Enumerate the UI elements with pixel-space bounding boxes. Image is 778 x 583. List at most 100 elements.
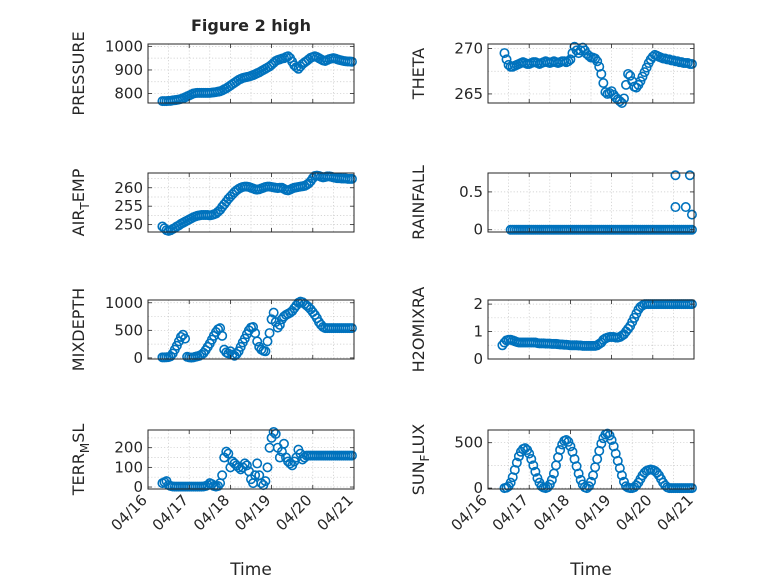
chart-title: Figure 2 high [191, 16, 311, 35]
x-tick-label: 04/19 [231, 491, 274, 534]
axes-box [487, 429, 695, 490]
y-tick-label: 1000 [105, 294, 143, 312]
y-tick-label: 0 [133, 478, 143, 496]
data-point [530, 466, 541, 477]
data-point [680, 202, 691, 213]
data-point [252, 336, 263, 347]
series-sun-flux [499, 428, 697, 494]
data-point [670, 170, 681, 181]
data-point [546, 474, 557, 485]
data-point [670, 202, 681, 213]
series-air-temp [157, 170, 357, 236]
data-point [223, 448, 234, 459]
data-point [616, 470, 627, 481]
data-point [641, 62, 652, 73]
x-tick-label: 04/20 [612, 491, 655, 534]
data-point [346, 56, 357, 67]
axes-box [147, 299, 355, 360]
data-point [686, 224, 697, 235]
data-point [248, 322, 259, 333]
axes-box [147, 43, 355, 104]
axes-box [487, 43, 695, 104]
data-point [217, 470, 228, 481]
data-point [511, 457, 522, 468]
data-point [260, 346, 271, 357]
data-point [686, 58, 697, 69]
x-tick-label: 04/20 [272, 491, 315, 534]
data-point [596, 438, 607, 449]
data-point [526, 454, 537, 465]
data-point [637, 71, 648, 82]
x-tick-label: 04/21 [314, 491, 357, 534]
y-tick-label: 1 [473, 323, 483, 341]
data-point [635, 76, 646, 87]
axes-box [487, 172, 695, 233]
data-point [262, 462, 273, 473]
data-point [268, 307, 279, 318]
subplot-h2omixra: 0 1 2 H2OMIXRA [409, 287, 697, 373]
data-point [542, 482, 553, 493]
y-axis-label: H2OMIXRA [409, 287, 428, 373]
y-axis-label: RAINFALL [409, 165, 428, 240]
data-point [252, 458, 263, 469]
x-tick-label: 04/19 [571, 491, 614, 534]
data-point [346, 450, 357, 461]
data-point [501, 54, 512, 65]
data-point [250, 470, 261, 481]
data-point [596, 68, 607, 79]
subplot-pressure: 800 900 1000 PRESSURE Figure 2 high [69, 16, 357, 116]
data-point [180, 333, 191, 344]
series-pressure [157, 51, 357, 107]
data-point [260, 476, 271, 487]
axes-box [147, 429, 355, 490]
series-mixdepth [157, 296, 357, 363]
data-point [575, 474, 586, 485]
y-axis-label: THETA [409, 48, 428, 100]
series-theta [499, 41, 697, 109]
y-axis-label: AIRTEMP [69, 168, 92, 236]
y-tick-label: 270 [454, 40, 483, 58]
y-axis-label: SUNFLUX [409, 424, 432, 496]
x-tick-label: 04/17 [489, 491, 532, 534]
x-axis-label: Time [569, 560, 612, 580]
series-rainfall [505, 170, 697, 235]
x-tick-label: 04/21 [654, 491, 697, 534]
data-point [686, 483, 697, 494]
data-point [532, 473, 543, 484]
data-point [625, 70, 636, 81]
data-point [274, 452, 285, 463]
data-point [590, 53, 601, 64]
data-point [606, 434, 617, 445]
subplot-theta: 265 270 THETA [409, 40, 697, 109]
y-tick-label: 250 [114, 216, 143, 234]
y-tick-label: 2 [473, 295, 483, 313]
y-tick-label: 265 [454, 85, 483, 103]
y-axis-label: MIXDEPTH [69, 288, 88, 371]
y-tick-label: 900 [114, 61, 143, 79]
data-point [565, 54, 576, 65]
data-point [639, 67, 650, 78]
data-point [585, 476, 596, 487]
subplot-rainfall: 0 0.5 RAINFALL [409, 165, 697, 240]
y-tick-label: 0 [473, 479, 483, 497]
x-tick-label: 04/16 [108, 491, 151, 534]
y-axis-label: TERRMSL [69, 424, 92, 497]
data-point [686, 209, 697, 220]
data-point [565, 441, 576, 452]
x-tick-label: 04/16 [448, 491, 491, 534]
y-axis-label: PRESSURE [69, 31, 88, 115]
data-point [217, 330, 228, 341]
data-point [231, 349, 242, 360]
data-point [274, 319, 285, 330]
axes-box [487, 299, 695, 360]
data-point [528, 460, 539, 471]
data-point [623, 68, 634, 79]
x-tick-label: 04/17 [149, 491, 192, 534]
data-point [563, 436, 574, 447]
y-tick-label: 260 [114, 179, 143, 197]
y-tick-label: 0 [473, 350, 483, 368]
